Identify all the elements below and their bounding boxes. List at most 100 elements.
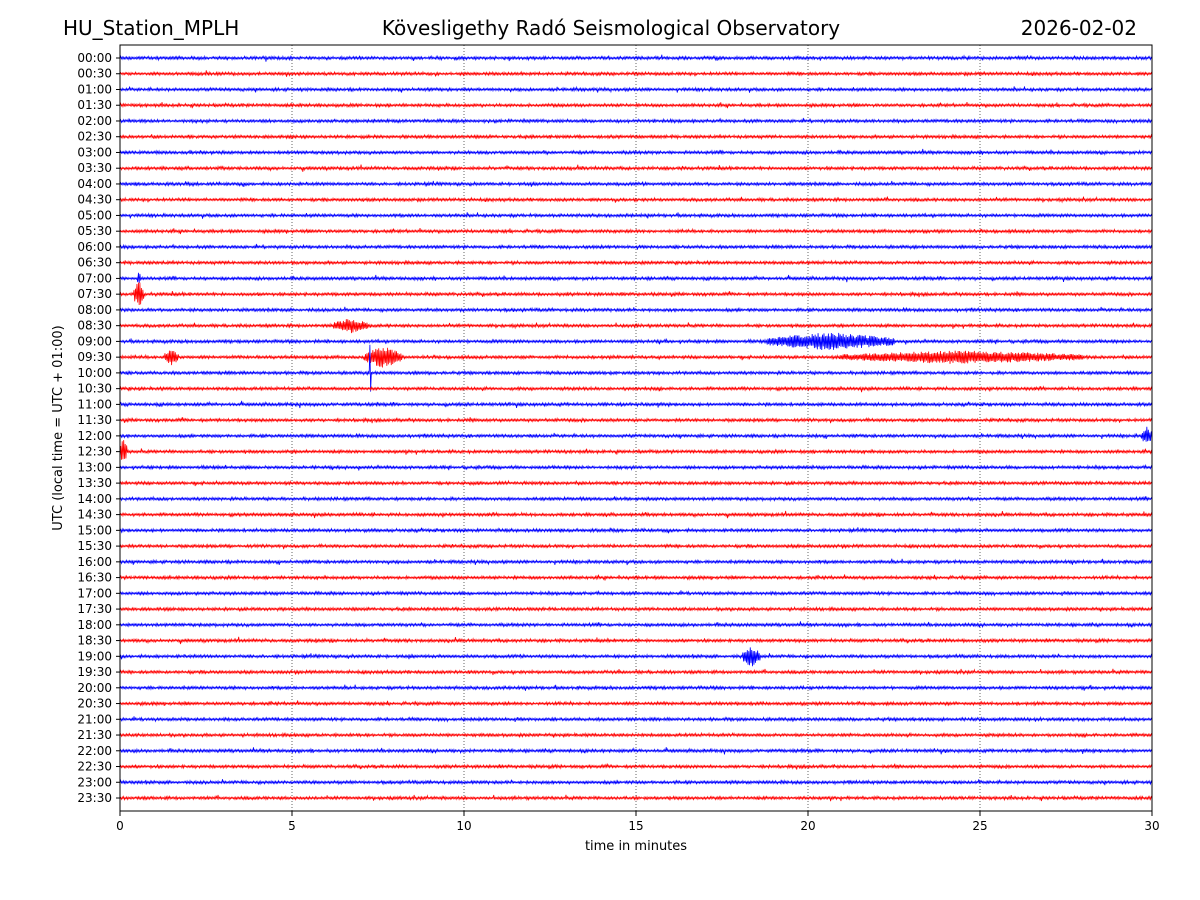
y-axis-label: UTC (local time = UTC + 01:00) (51, 325, 66, 530)
trace-0400 (119, 180, 1153, 188)
trace-1130 (119, 416, 1153, 424)
y-tick-label-0630: 06:30 (77, 256, 112, 270)
x-axis-label: time in minutes (585, 839, 687, 854)
trace-2230 (119, 763, 1153, 770)
y-tick-label-1600: 16:00 (77, 555, 112, 569)
y-tick-label-2030: 20:30 (77, 697, 112, 711)
trace-1300 (119, 463, 1153, 471)
trace-1700 (119, 589, 1153, 597)
trace-1630 (119, 574, 1153, 581)
trace-1730 (119, 605, 1153, 613)
y-tick-label-0400: 04:00 (77, 177, 112, 191)
trace-1000 (119, 344, 1153, 392)
y-tick-label-1330: 13:30 (77, 476, 112, 490)
trace-2030 (119, 700, 1153, 708)
trace-2100 (119, 715, 1153, 723)
trace-1830 (119, 636, 1153, 645)
trace-0500 (119, 212, 1153, 219)
trace-1100 (119, 400, 1153, 409)
trace-0530 (119, 227, 1153, 235)
y-tick-label-0330: 03:30 (77, 161, 112, 175)
x-tick-label-15: 15 (628, 819, 643, 833)
x-tick-label-20: 20 (800, 819, 815, 833)
y-tick-label-2100: 21:00 (77, 712, 112, 726)
y-tick-label-0130: 01:30 (77, 98, 112, 112)
trace-1230 (119, 440, 1153, 460)
y-tick-label-1130: 11:30 (77, 413, 112, 427)
x-tick-label-0: 0 (116, 819, 124, 833)
y-tick-label-0530: 05:30 (77, 224, 112, 238)
trace-0830 (119, 319, 1153, 334)
y-tick-label-2300: 23:00 (77, 775, 112, 789)
trace-0200 (119, 117, 1153, 125)
y-tick-label-1700: 17:00 (77, 586, 112, 600)
y-tick-label-0830: 08:30 (77, 319, 112, 333)
trace-1500 (119, 527, 1153, 534)
y-tick-label-1500: 15:00 (77, 523, 112, 537)
y-tick-label-1930: 19:30 (77, 665, 112, 679)
y-tick-label-1400: 14:00 (77, 492, 112, 506)
x-tick-label-5: 5 (288, 819, 296, 833)
trace-0300 (119, 148, 1153, 156)
trace-2000 (119, 684, 1153, 692)
trace-1430 (119, 510, 1153, 519)
trace-0930 (119, 347, 1153, 368)
trace-1800 (119, 621, 1153, 629)
y-tick-label-0000: 00:00 (77, 51, 112, 65)
trace-0330 (119, 164, 1153, 172)
trace-2200 (119, 747, 1153, 755)
y-tick-label-0900: 09:00 (77, 334, 112, 348)
y-tick-label-0800: 08:00 (77, 303, 112, 317)
y-tick-label-1900: 19:00 (77, 649, 112, 663)
trace-0030 (119, 70, 1153, 77)
x-tick-label-10: 10 (456, 819, 471, 833)
trace-1030 (119, 385, 1153, 393)
y-tick-label-2000: 20:00 (77, 681, 112, 695)
y-tick-label-2230: 22:30 (77, 760, 112, 774)
seismic-traces (119, 54, 1153, 802)
y-tick-label-1300: 13:00 (77, 460, 112, 474)
trace-1400 (119, 495, 1153, 503)
y-tick-label-1200: 12:00 (77, 429, 112, 443)
trace-0000 (119, 54, 1153, 62)
y-tick-label-1000: 10:00 (77, 366, 112, 380)
grid-lines (291, 45, 981, 811)
trace-2330 (119, 794, 1153, 802)
y-tick-label-1800: 18:00 (77, 618, 112, 632)
y-tick-label-0930: 09:30 (77, 350, 112, 364)
trace-0430 (119, 195, 1153, 204)
x-tick-label-30: 30 (1144, 819, 1159, 833)
trace-0130 (119, 101, 1153, 109)
trace-0630 (119, 259, 1153, 267)
y-tick-label-1230: 12:30 (77, 445, 112, 459)
trace-2130 (119, 731, 1153, 739)
y-tick-label-1830: 18:30 (77, 634, 112, 648)
trace-2300 (119, 778, 1153, 786)
y-tick-label-1430: 14:30 (77, 508, 112, 522)
station-name: HU_Station_MPLH (63, 16, 239, 40)
trace-0900 (119, 332, 1153, 351)
y-tick-label-1730: 17:30 (77, 602, 112, 616)
trace-1200 (119, 426, 1153, 442)
y-tick-label-0730: 07:30 (77, 287, 112, 301)
y-tick-label-1530: 15:30 (77, 539, 112, 553)
y-tick-label-0430: 04:30 (77, 193, 112, 207)
trace-0600 (119, 243, 1153, 251)
y-tick-label-0600: 06:00 (77, 240, 112, 254)
y-tick-label-2200: 22:00 (77, 744, 112, 758)
y-tick-label-2130: 21:30 (77, 728, 112, 742)
y-tick-label-0500: 05:00 (77, 208, 112, 222)
trace-1530 (119, 542, 1153, 550)
trace-1600 (119, 558, 1153, 566)
chart-date: 2026-02-02 (1021, 16, 1137, 40)
trace-0800 (119, 306, 1153, 314)
trace-0700 (119, 272, 1153, 283)
x-tick-labels: 0 5 10 15 20 25 30 (116, 811, 1160, 833)
y-tick-label-0200: 02:00 (77, 114, 112, 128)
y-tick-label-2330: 23:30 (77, 791, 112, 805)
trace-1900 (119, 647, 1153, 667)
x-tick-label-25: 25 (972, 819, 987, 833)
y-tick-label-0700: 07:00 (77, 271, 112, 285)
